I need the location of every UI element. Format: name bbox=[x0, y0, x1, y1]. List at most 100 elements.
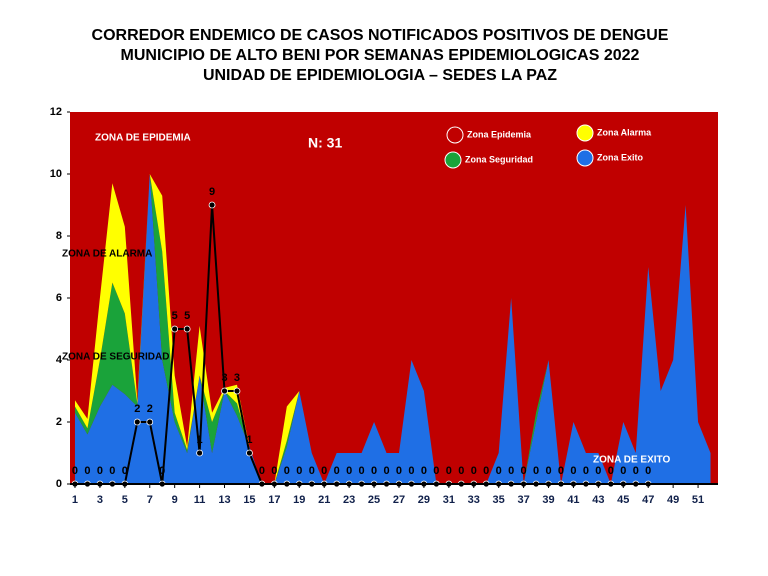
cases-point bbox=[233, 387, 241, 395]
x-tick-label: 51 bbox=[692, 494, 704, 506]
legend-swatch bbox=[576, 149, 594, 167]
cases-point bbox=[146, 418, 154, 426]
data-label: 3 bbox=[234, 372, 240, 384]
cases-point bbox=[208, 201, 216, 209]
y-tick-label: 10 bbox=[50, 168, 62, 180]
data-label: 0 bbox=[558, 465, 564, 477]
x-tick-label: 19 bbox=[293, 494, 305, 506]
y-tick-label: 12 bbox=[50, 106, 62, 118]
data-label: 2 bbox=[134, 403, 140, 415]
data-label: 0 bbox=[84, 465, 90, 477]
data-label: 0 bbox=[421, 465, 427, 477]
data-label: 0 bbox=[396, 465, 402, 477]
data-label: 0 bbox=[408, 465, 414, 477]
data-label: 5 bbox=[184, 310, 190, 322]
x-tick-label: 25 bbox=[368, 494, 380, 506]
data-label: 0 bbox=[122, 465, 128, 477]
cases-point bbox=[221, 387, 228, 395]
data-label: 0 bbox=[359, 465, 365, 477]
y-tick-label: 2 bbox=[56, 416, 62, 428]
data-label: 0 bbox=[433, 465, 439, 477]
x-tick-label: 13 bbox=[218, 494, 230, 506]
data-label: 9 bbox=[209, 186, 215, 198]
x-tick-label: 29 bbox=[418, 494, 430, 506]
legend-swatch bbox=[444, 151, 462, 169]
data-label: 3 bbox=[221, 372, 227, 384]
data-label: 0 bbox=[471, 465, 477, 477]
x-tick-label: 37 bbox=[517, 494, 529, 506]
x-tick-label: 21 bbox=[318, 494, 330, 506]
data-label: 5 bbox=[172, 310, 178, 322]
data-label: 0 bbox=[483, 465, 489, 477]
data-label: 0 bbox=[446, 465, 452, 477]
x-tick-label: 9 bbox=[172, 494, 178, 506]
x-tick-label: 23 bbox=[343, 494, 355, 506]
data-label: 0 bbox=[458, 465, 464, 477]
data-label: 0 bbox=[583, 465, 589, 477]
x-tick-label: 49 bbox=[667, 494, 679, 506]
x-tick-label: 7 bbox=[147, 494, 153, 506]
legend-swatch bbox=[446, 126, 464, 144]
x-tick-label: 43 bbox=[592, 494, 604, 506]
zone-area bbox=[74, 174, 711, 484]
x-tick-label: 33 bbox=[468, 494, 480, 506]
x-tick-label: 45 bbox=[617, 494, 629, 506]
zone-annotation: ZONA DE EXITO bbox=[593, 455, 670, 466]
chart-title: UNIDAD DE EPIDEMIOLOGIA – SEDES LA PAZ bbox=[203, 67, 557, 84]
data-label: 0 bbox=[633, 465, 639, 477]
chart-title: MUNICIPIO DE ALTO BENI POR SEMANAS EPIDE… bbox=[121, 47, 640, 64]
zone-annotation: N: 31 bbox=[308, 135, 342, 151]
data-label: 0 bbox=[284, 465, 290, 477]
x-tick-label: 15 bbox=[243, 494, 255, 506]
chart-title: CORREDOR ENDEMICO DE CASOS NOTIFICADOS P… bbox=[92, 27, 669, 44]
y-tick-label: 0 bbox=[56, 478, 62, 490]
data-label: 0 bbox=[645, 465, 651, 477]
x-tick-label: 27 bbox=[393, 494, 405, 506]
x-tick-label: 5 bbox=[122, 494, 128, 506]
legend-swatch bbox=[576, 124, 594, 142]
data-label: 0 bbox=[72, 465, 78, 477]
cases-point bbox=[246, 449, 253, 457]
legend-label: Zona Seguridad bbox=[465, 154, 533, 164]
data-label: 0 bbox=[334, 465, 340, 477]
data-label: 0 bbox=[271, 465, 277, 477]
data-label: 0 bbox=[309, 465, 315, 477]
data-label: 0 bbox=[508, 465, 514, 477]
data-label: 0 bbox=[97, 465, 103, 477]
cases-point bbox=[196, 449, 204, 457]
zone-annotation: ZONA DE EPIDEMIA bbox=[95, 133, 191, 144]
x-tick-label: 31 bbox=[443, 494, 455, 506]
legend-label: Zona Alarma bbox=[597, 127, 652, 137]
y-tick-label: 6 bbox=[56, 292, 62, 304]
zone-annotation: ZONA DE SEGURIDAD bbox=[62, 352, 169, 363]
cases-point bbox=[133, 418, 141, 426]
y-tick-label: 8 bbox=[56, 230, 62, 242]
legend-label: Zona Epidemia bbox=[467, 129, 532, 139]
cases-point bbox=[171, 325, 179, 333]
x-tick-label: 1 bbox=[72, 494, 78, 506]
data-label: 0 bbox=[620, 465, 626, 477]
data-label: 0 bbox=[533, 465, 539, 477]
data-label: 0 bbox=[545, 465, 551, 477]
x-tick-label: 41 bbox=[567, 494, 579, 506]
data-label: 0 bbox=[371, 465, 377, 477]
x-tick-label: 3 bbox=[97, 494, 103, 506]
data-label: 2 bbox=[147, 403, 153, 415]
x-tick-label: 39 bbox=[542, 494, 554, 506]
cases-point bbox=[183, 325, 191, 333]
data-label: 0 bbox=[521, 465, 527, 477]
legend-label: Zona Exito bbox=[597, 152, 644, 162]
data-label: 1 bbox=[197, 434, 203, 446]
zone-area bbox=[74, 174, 711, 484]
data-label: 1 bbox=[246, 434, 252, 446]
zone-annotation: ZONA DE ALARMA bbox=[62, 249, 152, 260]
y-tick-label: 4 bbox=[56, 354, 63, 366]
x-tick-label: 17 bbox=[268, 494, 280, 506]
x-tick-label: 47 bbox=[642, 494, 654, 506]
data-label: 0 bbox=[570, 465, 576, 477]
data-label: 0 bbox=[383, 465, 389, 477]
data-label: 0 bbox=[259, 465, 265, 477]
x-tick-label: 11 bbox=[194, 494, 206, 506]
data-label: 0 bbox=[608, 465, 614, 477]
